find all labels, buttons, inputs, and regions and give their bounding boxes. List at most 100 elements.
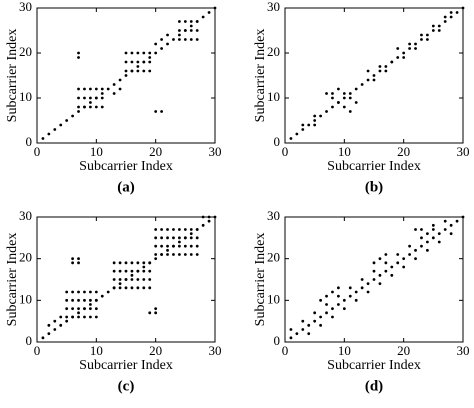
point (160, 110, 164, 113)
axes-frame (284, 216, 464, 343)
point (77, 290, 80, 294)
point (112, 261, 116, 265)
point (307, 323, 311, 327)
point (189, 20, 193, 23)
y-tick-label: 10 (267, 291, 280, 306)
point (183, 236, 187, 240)
point (402, 51, 406, 55)
point (142, 261, 146, 265)
point (148, 60, 152, 64)
caption: (c) (118, 378, 135, 394)
point (360, 278, 364, 281)
point (437, 29, 441, 32)
point (89, 105, 92, 109)
point (189, 38, 193, 41)
point (313, 114, 317, 118)
point (136, 278, 140, 281)
x-tick-label: 30 (457, 144, 470, 159)
point (443, 15, 447, 19)
x-axis-label: Subcarrier Index (327, 358, 421, 373)
point (65, 319, 69, 323)
point (77, 105, 80, 109)
point (154, 110, 158, 113)
point (396, 56, 400, 59)
point (342, 96, 346, 100)
point (189, 253, 193, 256)
point (342, 307, 346, 311)
point (160, 244, 164, 248)
point (142, 60, 146, 64)
point (142, 51, 146, 55)
x-tick-label: 30 (209, 343, 222, 358)
point (178, 240, 181, 244)
point (77, 315, 80, 319)
point (136, 51, 140, 55)
point (337, 294, 340, 298)
point (100, 96, 104, 100)
point (100, 92, 104, 95)
point (77, 307, 80, 311)
point (154, 253, 158, 256)
point (136, 65, 140, 68)
y-tick-label: 20 (267, 250, 280, 265)
point (94, 307, 98, 311)
point (118, 269, 122, 273)
point (342, 92, 346, 95)
point (378, 257, 382, 261)
point (437, 232, 441, 236)
point (130, 269, 134, 273)
point (325, 294, 328, 298)
point (166, 228, 169, 231)
point (148, 51, 152, 55)
point (136, 269, 140, 273)
point (431, 29, 435, 32)
axes-frame (36, 216, 216, 343)
point (207, 11, 211, 14)
point (431, 228, 435, 231)
point (207, 219, 211, 223)
caption: (d) (365, 378, 383, 394)
point (154, 51, 158, 55)
point (348, 92, 352, 95)
point (307, 332, 311, 336)
point (183, 20, 187, 23)
point (449, 232, 453, 236)
point (449, 11, 453, 14)
point (124, 60, 128, 64)
point (77, 311, 80, 315)
point (112, 278, 116, 281)
point (130, 278, 134, 281)
point (89, 307, 92, 311)
point (65, 298, 69, 302)
point (426, 240, 429, 244)
point (100, 87, 104, 91)
point (130, 261, 134, 265)
x-tick-label: 10 (338, 144, 351, 159)
point (148, 269, 152, 273)
point (372, 74, 376, 77)
point (443, 228, 447, 231)
point (148, 56, 152, 59)
point (124, 74, 128, 77)
point (83, 315, 86, 319)
point (213, 215, 217, 219)
point (402, 257, 406, 261)
point (118, 278, 122, 281)
point (124, 278, 128, 281)
point (372, 278, 376, 281)
point (160, 47, 164, 50)
point (289, 336, 293, 340)
point (166, 244, 169, 248)
point (124, 69, 128, 73)
point (83, 307, 86, 311)
point (384, 253, 388, 256)
point (89, 101, 92, 104)
point (195, 29, 199, 32)
point (360, 83, 364, 86)
point (118, 282, 122, 286)
y-axis-label: Subcarrier Index (5, 29, 20, 123)
point (160, 38, 164, 41)
point (154, 236, 158, 240)
point (172, 253, 175, 256)
